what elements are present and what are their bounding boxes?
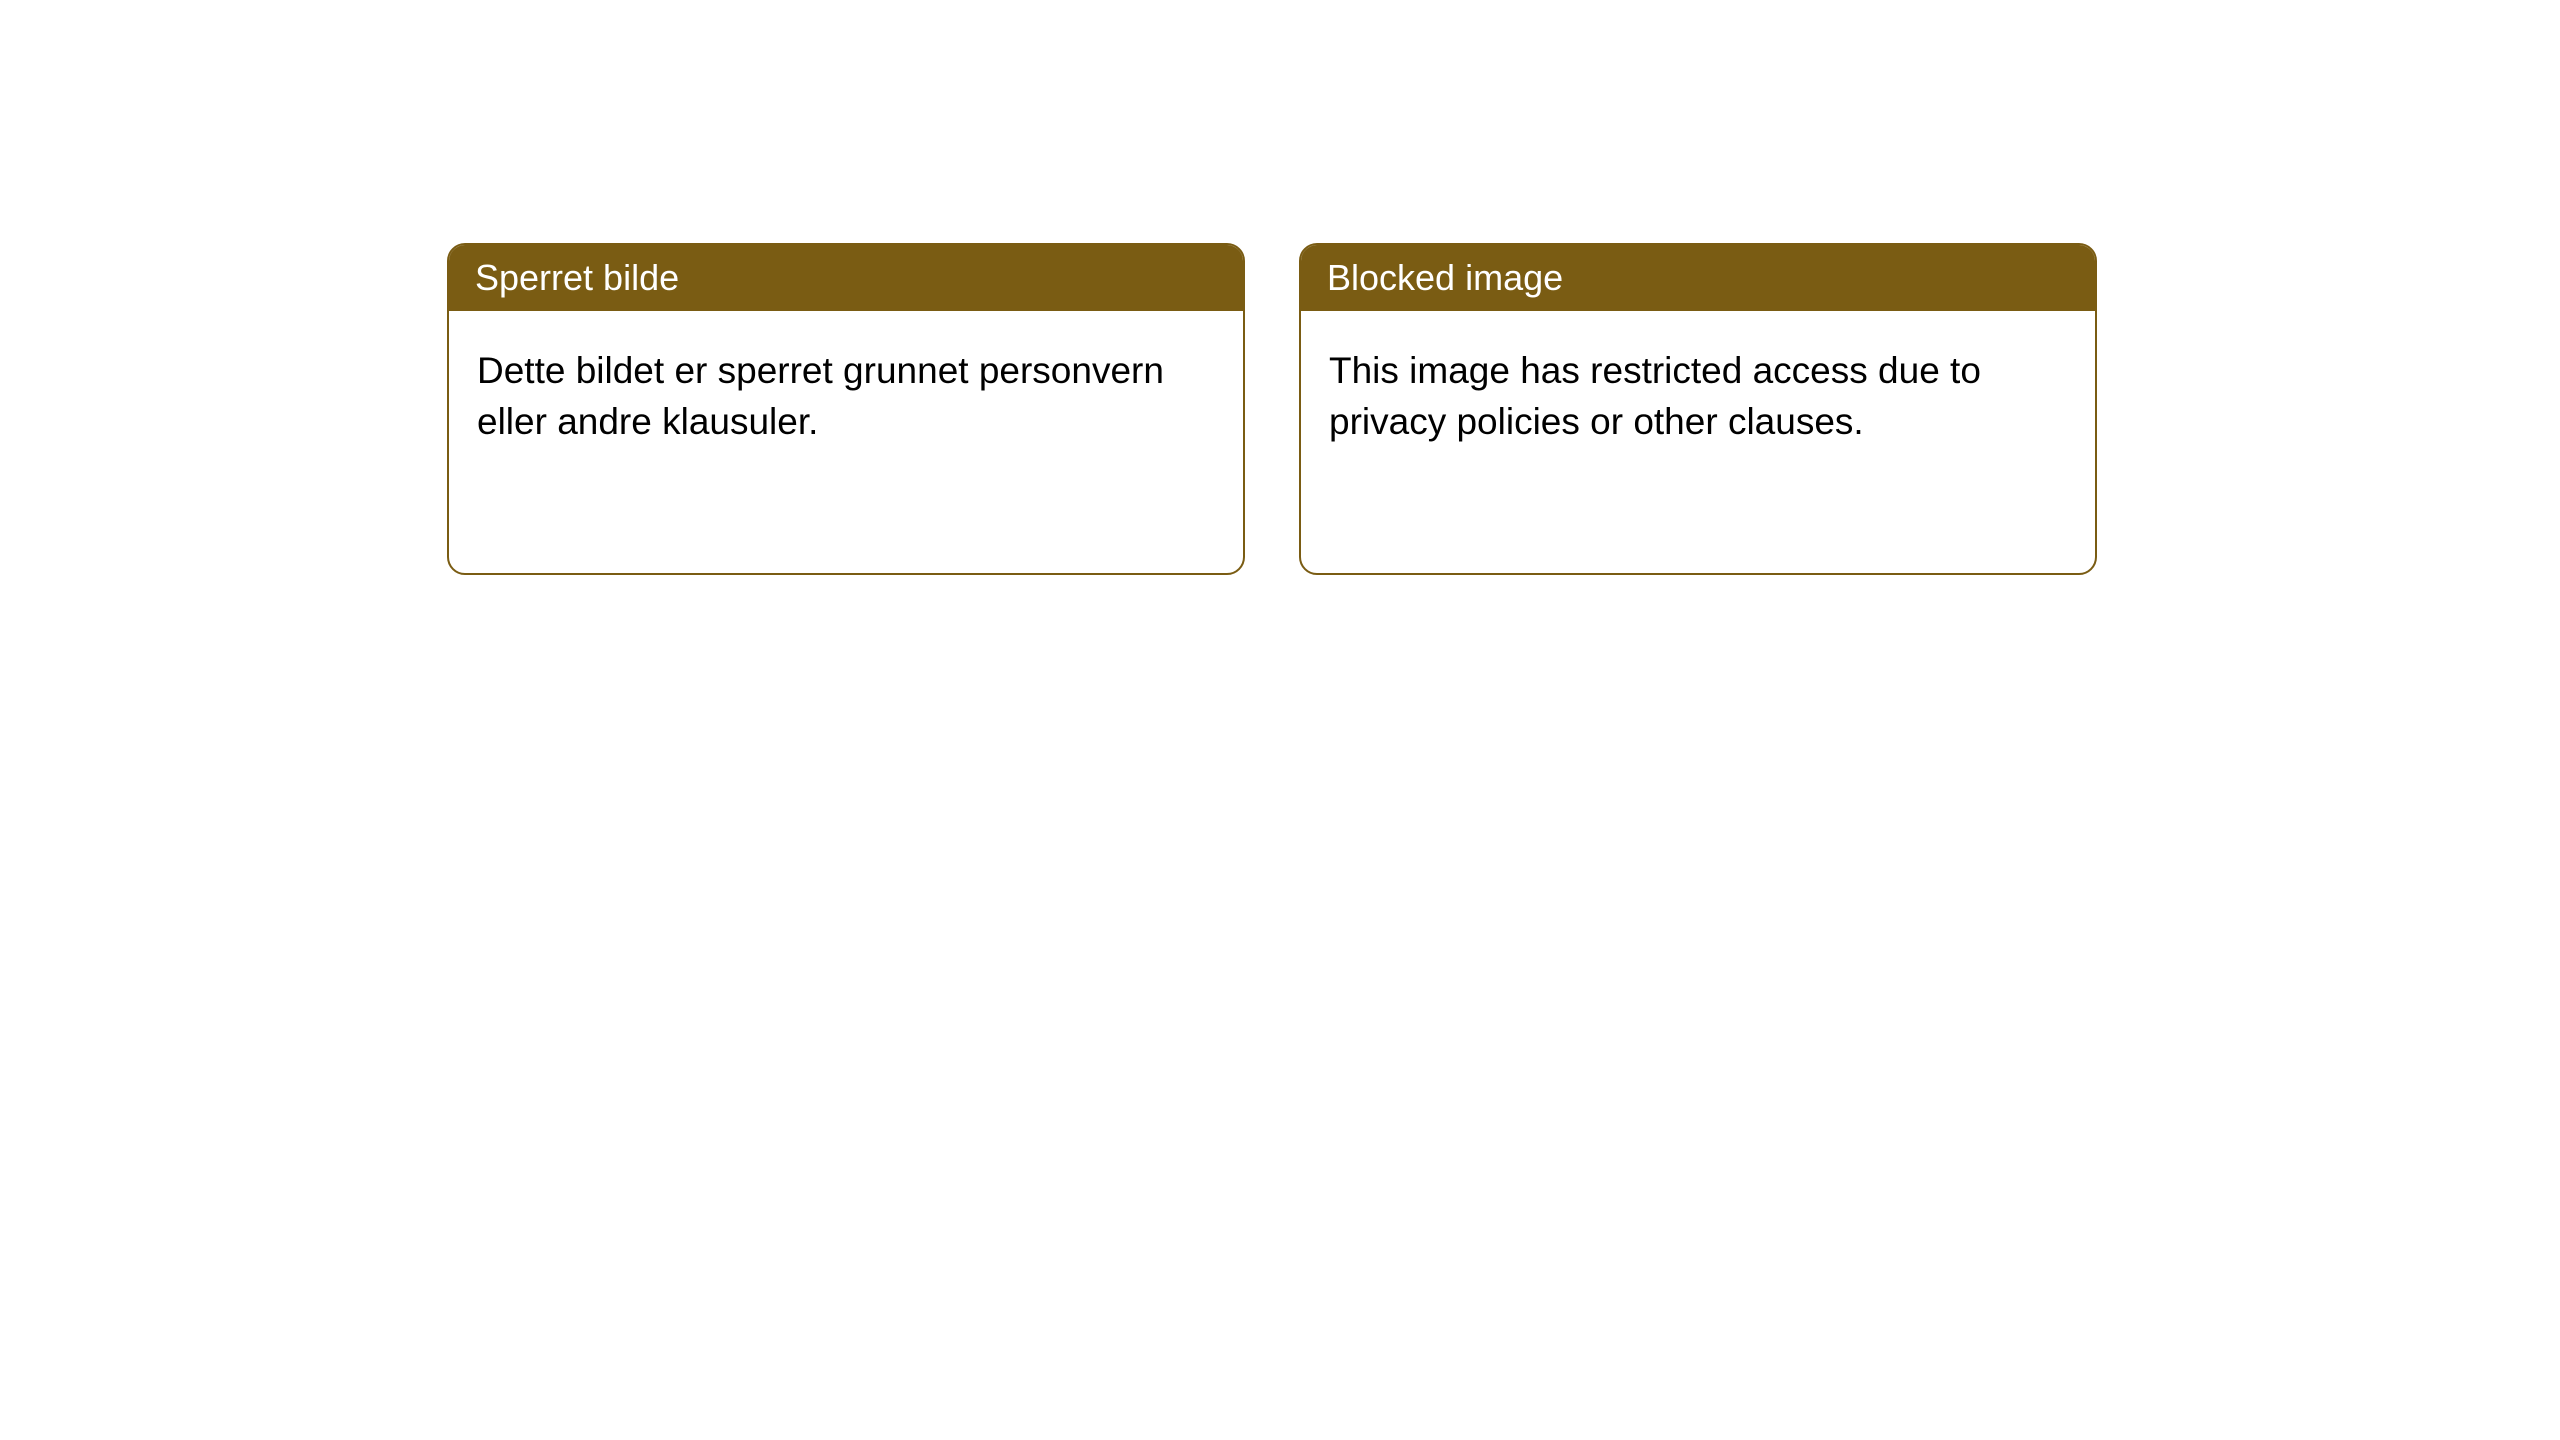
card-body: This image has restricted access due to …: [1301, 311, 2095, 481]
card-header: Blocked image: [1301, 245, 2095, 311]
card-body: Dette bildet er sperret grunnet personve…: [449, 311, 1243, 481]
card-body-text: This image has restricted access due to …: [1329, 350, 1981, 442]
card-header: Sperret bilde: [449, 245, 1243, 311]
notice-card-norwegian: Sperret bilde Dette bildet er sperret gr…: [447, 243, 1245, 575]
card-title: Sperret bilde: [475, 257, 679, 298]
notice-cards-container: Sperret bilde Dette bildet er sperret gr…: [0, 0, 2560, 575]
notice-card-english: Blocked image This image has restricted …: [1299, 243, 2097, 575]
card-body-text: Dette bildet er sperret grunnet personve…: [477, 350, 1164, 442]
card-title: Blocked image: [1327, 257, 1563, 298]
